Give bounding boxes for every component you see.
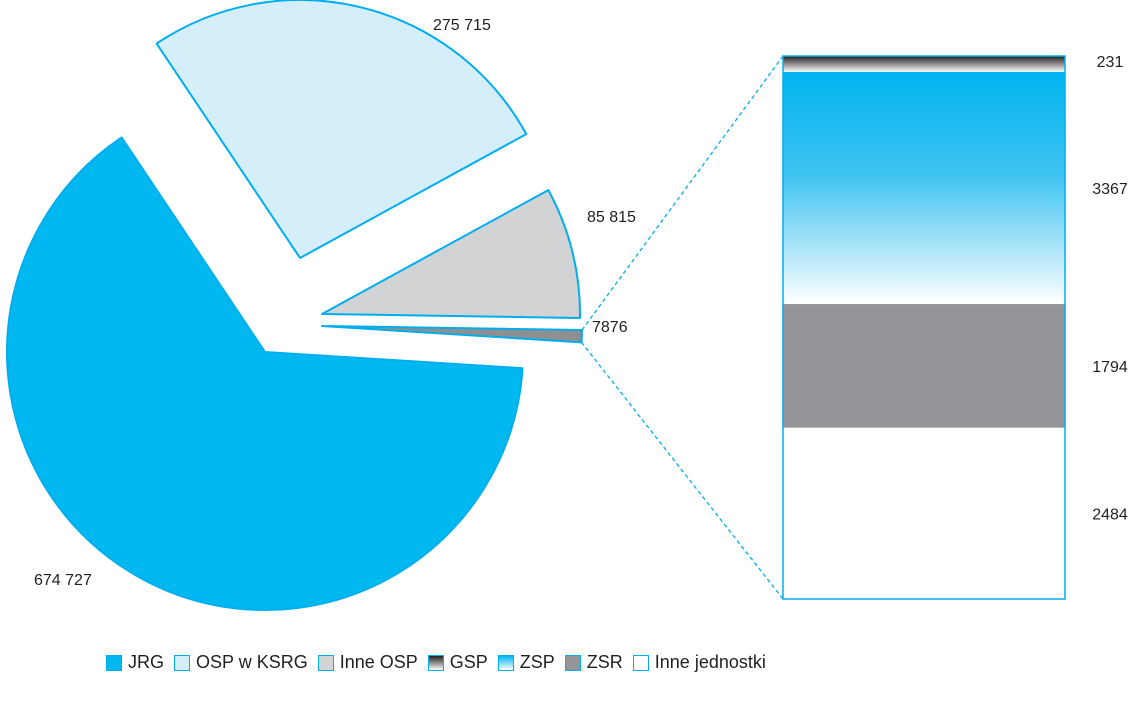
legend-swatch-zsr: [564, 654, 581, 671]
bar-outline: [782, 55, 1066, 600]
connector-line-top: [581, 55, 784, 331]
legend-item-zsr: ZSR: [564, 652, 623, 673]
bar-segment-zsp: [783, 71, 1065, 305]
bar-label-gsp: 231: [1097, 54, 1124, 71]
pie-label-inne-jedn-group: 7876: [592, 319, 628, 336]
pie-slices: [6, 0, 583, 611]
legend-swatch-zsp: [497, 654, 514, 671]
pie-slice-osp-ksrg: [155, 0, 528, 259]
legend-swatch-inne-jednostki: [632, 654, 649, 671]
bar-label-zsp: 3367: [1092, 181, 1128, 198]
connector-line-bottom: [580, 341, 784, 600]
legend-label-zsp: ZSP: [519, 652, 555, 672]
legend-label-inne-jednostki: Inne jednostki: [654, 652, 766, 672]
bar-segment-zsr: [783, 304, 1065, 428]
legend-item-gsp: GSP: [427, 652, 488, 673]
legend-item-inne-osp: Inne OSP: [317, 652, 418, 673]
pie-slice-jrg: [6, 136, 524, 611]
legend-swatch-gsp: [427, 654, 444, 671]
pie-label-jrg: 674 727: [34, 572, 92, 589]
legend-swatch-jrg: [106, 654, 122, 671]
bar-label-inne-jednostki: 2484: [1092, 506, 1128, 523]
legend: JRG OSP w KSRG Inne OSP GSP ZSP ZSR Inne…: [106, 652, 766, 673]
bar-label-zsr: 1794: [1092, 359, 1128, 376]
pie-slice-inne-jedn-group: [321, 325, 583, 344]
legend-swatch-osp-ksrg: [174, 654, 190, 671]
bar-segment-inne-jednostki: [783, 427, 1065, 599]
bar-segment-gsp: [783, 56, 1065, 72]
breakdown-bar: [782, 55, 1066, 600]
legend-label-jrg: JRG: [128, 652, 164, 672]
pie-label-osp-ksrg: 275 715: [433, 17, 491, 34]
legend-item-inne-jednostki: Inne jednostki: [632, 652, 766, 673]
pie-slice-inne-osp: [321, 189, 581, 319]
legend-label-zsr: ZSR: [586, 652, 623, 672]
data-labels: 674 727 275 715 85 815 7876 231 3367 1794 2484: [34, 17, 1128, 589]
legend-item-zsp: ZSP: [497, 652, 555, 673]
legend-swatch-inne-osp: [317, 654, 334, 671]
legend-label-inne-osp: Inne OSP: [339, 652, 418, 672]
connector-lines: [580, 55, 784, 600]
legend-item-osp-ksrg: OSP w KSRG: [174, 652, 308, 673]
pie-label-inne-osp: 85 815: [587, 209, 636, 226]
legend-item-jrg: JRG: [106, 652, 164, 673]
legend-label-osp-ksrg: OSP w KSRG: [196, 652, 308, 672]
legend-label-gsp: GSP: [449, 652, 488, 672]
